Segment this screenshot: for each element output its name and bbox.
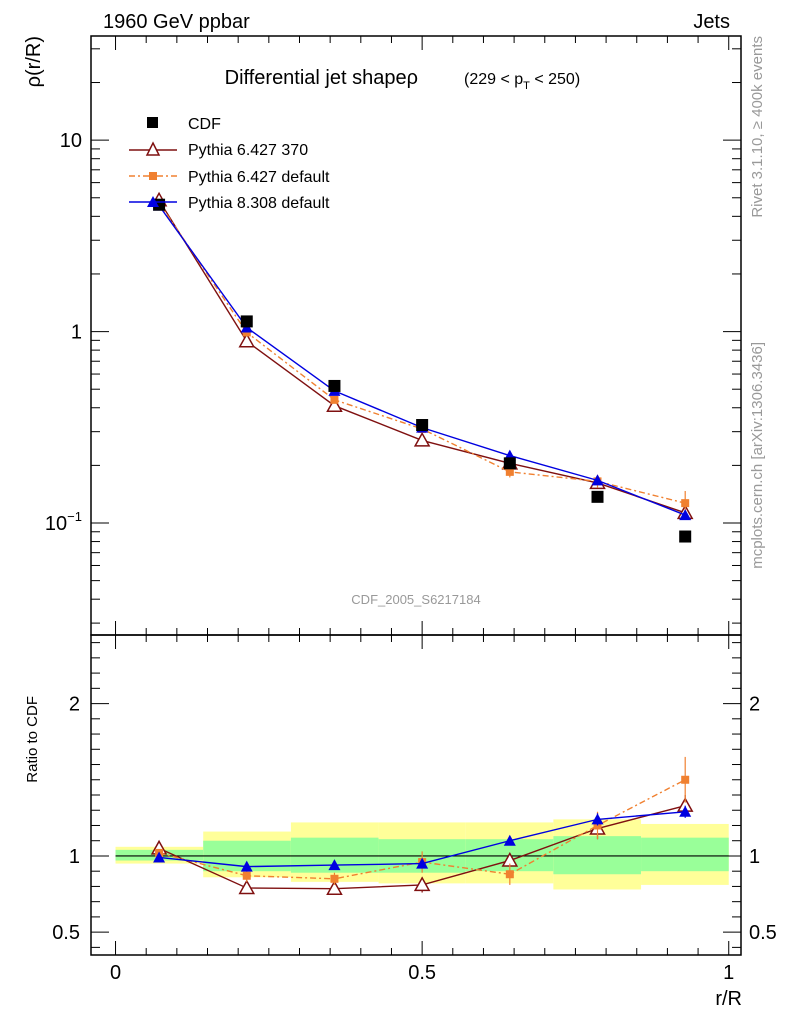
legend-label-pdef: Pythia 6.427 default — [188, 169, 330, 186]
main-ytick-label-2: 10 — [60, 130, 82, 152]
title-range-sub: T — [523, 80, 530, 92]
legend-marker-pdef — [149, 172, 157, 180]
ratio-ytick-label-right-0: 0.5 — [749, 922, 777, 944]
ratio-ytick-label-right-1: 1 — [749, 846, 760, 868]
ratio-p8-point-3 — [416, 857, 429, 869]
side-label-rivet: Rivet 3.1.10, ≥ 400k events — [749, 36, 766, 218]
ratio-ytick-label-right-2: 2 — [749, 694, 760, 716]
legend-entry-cdf: CDF — [147, 116, 221, 133]
main-ytick-label-1: 1 — [71, 322, 82, 344]
main-cdf-point-1 — [240, 315, 253, 328]
ratio-band-inner-6 — [641, 837, 729, 872]
header-left: 1960 GeV ppbar — [103, 11, 250, 33]
watermark-analysis: CDF_2005_S6217184 — [351, 592, 480, 607]
x-tick-label-0: 0 — [110, 962, 121, 984]
main-p370-point-3 — [413, 431, 431, 447]
side-label-mcplots: mcplots.cern.ch [arXiv:1306.3436] — [749, 342, 766, 569]
main-p8-point-5 — [591, 474, 604, 486]
main-p8-line — [158, 205, 686, 516]
main-p8-point-6 — [679, 509, 692, 521]
main-cdf-point-6 — [679, 530, 692, 543]
ratio-ytick-label-left-0: 0.5 — [52, 922, 80, 944]
main-ytick-label-exp-0: −1 — [67, 509, 82, 524]
ratio-plot-frame — [90, 634, 742, 956]
title-range-start: (229 < p — [464, 71, 523, 88]
main-pdef-point-6 — [681, 499, 690, 508]
header-right: Jets — [693, 11, 730, 33]
main-y-axis-label: ρ(r/R) — [23, 36, 45, 87]
ratio-p8-point-0 — [153, 851, 166, 863]
main-ytick-label-0: 10−1 — [45, 509, 82, 535]
ratio-p370-point-2 — [326, 880, 343, 895]
ratio-p8-point-5 — [591, 813, 604, 825]
legend-marker-p8 — [147, 196, 159, 207]
main-pdef-point-4 — [505, 467, 514, 476]
plot-title: Differential jet shapeρ — [225, 67, 418, 89]
ratio-p8-point-6 — [679, 805, 692, 817]
x-axis-label: r/R — [715, 988, 742, 1010]
ratio-p370-point-1 — [238, 879, 256, 895]
main-series-layer — [150, 191, 694, 543]
ratio-pdef-point-4 — [505, 870, 514, 879]
legend-entry-p370: Pythia 6.427 370 — [129, 141, 308, 159]
ratio-ytick-label-left-2: 2 — [69, 694, 80, 716]
main-p370-line — [158, 199, 686, 514]
ratio-p8-point-2 — [328, 859, 341, 871]
main-cdf-point-2 — [328, 379, 341, 392]
legend-marker-cdf — [147, 117, 158, 128]
main-cdf-point-5 — [591, 490, 604, 503]
title-range-end: < 250) — [530, 71, 580, 88]
legend: CDF Pythia 6.427 370 Pythia 6.427 defaul… — [129, 116, 330, 212]
ratio-band-inner-5 — [553, 836, 642, 875]
ratio-p8-point-1 — [240, 860, 253, 872]
ratio-ytick-label-left-1: 1 — [69, 846, 80, 868]
ratio-pdef-point-2 — [330, 874, 339, 883]
legend-entry-p8: Pythia 8.308 default — [129, 195, 330, 212]
main-cdf-point-3 — [416, 419, 429, 432]
main-ytick-label-base-0: 10 — [45, 513, 67, 535]
plot-title-symbol: ρ — [407, 67, 418, 89]
legend-label-p370: Pythia 6.427 370 — [188, 142, 308, 159]
main-pdef-line — [158, 202, 686, 504]
plot-title-range: (229 < pT < 250) — [464, 71, 580, 92]
x-tick-label-2: 1 — [723, 962, 734, 984]
ratio-y-axis-label: Ratio to CDF — [24, 696, 41, 783]
plot-title-text: Differential jet shape — [225, 67, 407, 89]
main-p370-point-2 — [326, 397, 343, 412]
x-tick-label-1: 0.5 — [408, 962, 436, 984]
ratio-p8-point-4 — [503, 834, 516, 846]
ratio-pdef-point-6 — [681, 775, 690, 784]
main-pdef-point-2 — [330, 395, 339, 404]
main-p370-point-1 — [238, 332, 256, 348]
legend-marker-p370 — [145, 141, 161, 156]
ratio-p370-point-3 — [413, 876, 431, 892]
ratio-pdef-point-1 — [242, 871, 251, 880]
legend-label-p8: Pythia 8.308 default — [188, 195, 330, 212]
main-cdf-point-4 — [503, 457, 516, 470]
legend-entry-pdef: Pythia 6.427 default — [129, 169, 330, 186]
legend-label-cdf: CDF — [188, 116, 221, 133]
ratio-series-layer — [150, 756, 694, 895]
